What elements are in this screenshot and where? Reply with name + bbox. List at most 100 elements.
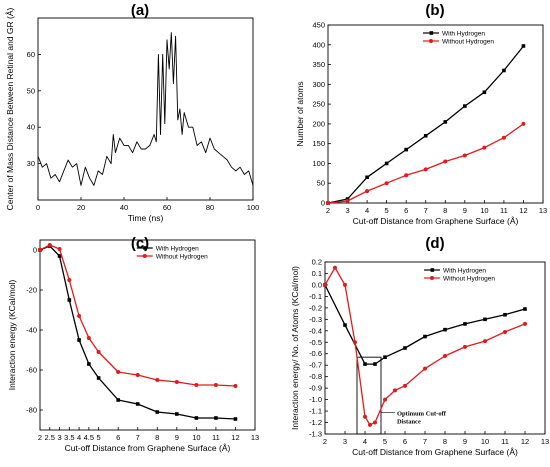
data-point: [77, 338, 81, 342]
x-tick-label: 5: [97, 433, 101, 442]
y-tick-label: -1.1: [309, 407, 322, 416]
data-point: [233, 417, 238, 421]
annotation-box: [356, 356, 382, 435]
data-point: [462, 153, 467, 158]
data-point: [353, 340, 357, 345]
data-point: [67, 278, 72, 282]
data-point: [194, 383, 199, 387]
data-point: [393, 388, 397, 393]
x-tick-label: 4.5: [84, 433, 94, 442]
plot-frame: [39, 239, 256, 431]
x-tick-label: 3: [57, 433, 61, 442]
x-axis-label: Time (ns): [128, 213, 164, 223]
data-point: [116, 398, 120, 402]
data-point: [373, 420, 377, 425]
data-point: [326, 201, 330, 205]
x-tick-label: 4: [365, 206, 369, 215]
x-tick-label: 2.5: [45, 433, 55, 442]
data-point: [194, 416, 199, 420]
y-tick-label: 40: [27, 123, 35, 132]
legend-label: Without Hydrogen: [443, 275, 495, 282]
data-point: [443, 120, 448, 124]
y-tick-label: -0.2: [309, 303, 322, 312]
y-tick-label: 350: [312, 60, 325, 69]
y-tick-label: 250: [312, 100, 325, 109]
panel-title: (d): [425, 235, 444, 252]
data-point: [443, 159, 448, 164]
annotation-text: Optimum Cut-off: [397, 411, 447, 418]
legend-label: Without Hydrogen: [442, 38, 494, 45]
x-tick-label: 13: [539, 206, 547, 215]
y-tick-label: -1.0: [309, 395, 322, 404]
data-point: [482, 90, 487, 95]
data-point: [174, 380, 179, 384]
x-tick-label: 7: [423, 437, 427, 446]
y-tick-label: -20: [26, 286, 37, 295]
y-tick-label: 0: [321, 199, 325, 208]
data-point: [443, 354, 447, 359]
data-point: [365, 189, 370, 194]
x-tick-label: 3: [345, 206, 349, 215]
data-point: [523, 321, 527, 326]
data-point: [482, 145, 487, 150]
x-tick-label: 7: [136, 433, 140, 442]
y-tick-label: 400: [312, 40, 325, 49]
data-point: [57, 247, 62, 251]
x-tick-label: 13: [541, 437, 549, 446]
y-tick-label: 150: [312, 139, 325, 148]
data-point: [233, 384, 238, 388]
data-point: [38, 248, 42, 252]
x-tick-label: 8: [155, 433, 159, 442]
data-point: [501, 135, 506, 140]
y-tick-label: 60: [27, 50, 35, 59]
y-tick-label: -1.2: [309, 418, 322, 427]
y-tick-label: -0.5: [309, 338, 322, 347]
data-point: [213, 383, 218, 387]
data-point: [135, 373, 140, 377]
x-tick-label: 11: [212, 433, 220, 442]
x-tick-label: 80: [206, 203, 214, 212]
plot-frame: [37, 17, 254, 201]
data-point: [365, 175, 369, 180]
x-tick-label: 6: [403, 437, 407, 446]
x-tick-label: 4: [363, 437, 367, 446]
y-tick-label: -80: [26, 406, 37, 415]
data-point: [155, 378, 160, 382]
y-tick-label: 0: [33, 246, 37, 255]
y-tick-label: -40: [26, 326, 37, 335]
legend-marker: [429, 31, 434, 35]
series-line-md-distance: [38, 32, 253, 186]
x-tick-label: 7: [424, 206, 428, 215]
x-tick-label: 20: [77, 203, 85, 212]
data-point: [463, 104, 467, 108]
data-point: [214, 416, 218, 420]
panel-3: (d) 2 3 4 5 6 7 8 9 10 11 12 13 0.2 0.1 0.0 -0.1 -0.2 -0.3…: [290, 235, 549, 457]
x-tick-label: 12: [519, 206, 527, 215]
y-tick-label: -0.1: [309, 292, 322, 301]
panel-2: (c)2 2.5 3 3.5 4 4.5 5 6 7 8 9 10 11 12 130-20-40-60-8…: [7, 235, 259, 453]
y-tick-label: 50: [27, 86, 35, 95]
data-point: [47, 243, 52, 247]
data-point: [87, 362, 91, 366]
data-point: [384, 161, 389, 166]
series-line-with-hydrogen: [40, 245, 236, 420]
y-tick-label: -1.3: [309, 430, 322, 439]
x-tick-label: 6: [116, 433, 120, 442]
data-point: [403, 383, 407, 388]
y-tick-label: 100: [312, 159, 325, 168]
x-tick-label: 40: [120, 203, 128, 212]
data-point: [423, 334, 427, 339]
x-tick-label: 12: [521, 437, 529, 446]
data-point: [155, 410, 160, 414]
y-tick-label: -0.4: [309, 326, 322, 335]
x-tick-label: 11: [500, 206, 508, 215]
x-tick-label: 3.5: [64, 433, 74, 442]
data-point: [86, 336, 91, 340]
plot-frame: [327, 24, 544, 204]
data-point: [96, 376, 101, 380]
x-tick-label: 10: [480, 206, 488, 215]
data-point: [423, 167, 428, 172]
x-tick-label: 100: [247, 203, 260, 212]
x-tick-label: 5: [383, 437, 387, 446]
x-tick-label: 12: [231, 433, 239, 442]
